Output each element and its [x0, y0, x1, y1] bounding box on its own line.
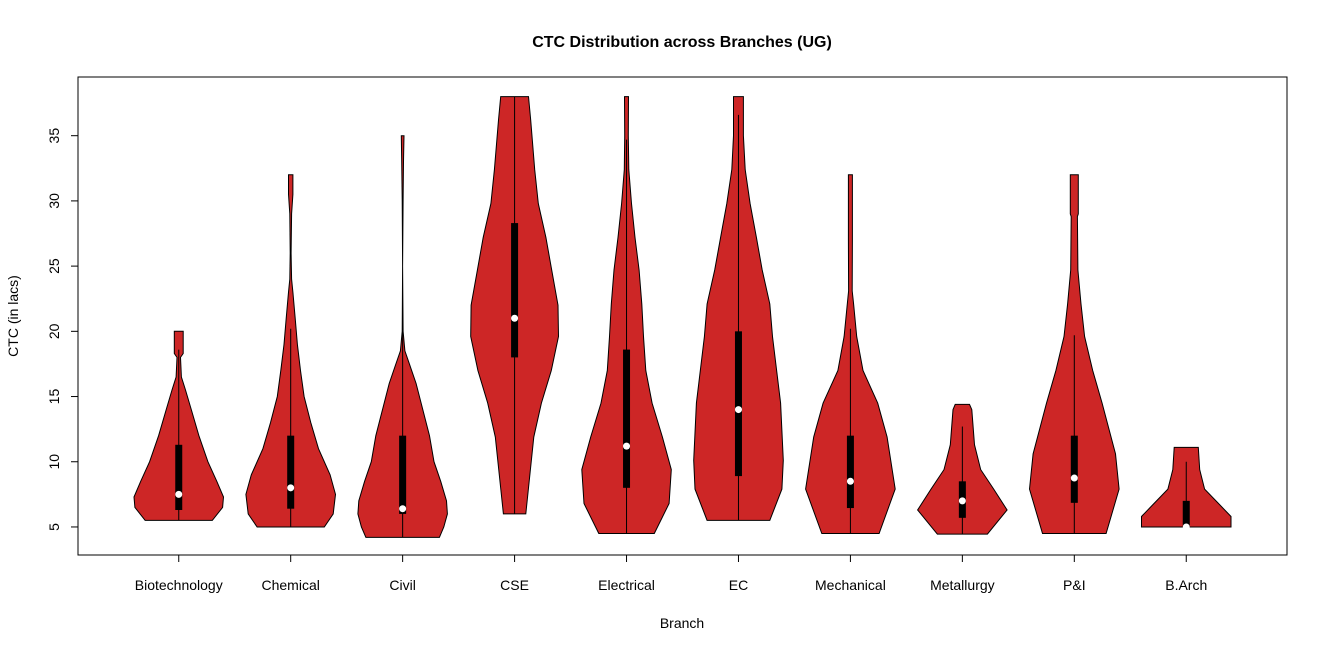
iqr-box: [734, 331, 742, 477]
x-tick-label: Electrical: [598, 577, 655, 593]
median-point: [846, 477, 854, 485]
chart-title: CTC Distribution across Branches (UG): [532, 34, 832, 51]
iqr-box: [623, 349, 631, 488]
x-tick-label: CSE: [500, 577, 529, 593]
median-point: [1070, 474, 1078, 482]
median-point: [958, 497, 966, 505]
median-point: [287, 484, 295, 492]
violin-ec: [693, 96, 784, 521]
x-tick-label: P&I: [1063, 577, 1086, 593]
y-tick-label: 30: [46, 193, 62, 209]
x-tick-label: Biotechnology: [135, 577, 223, 593]
violin-electrical: [581, 96, 672, 534]
x-tick-label: B.Arch: [1165, 577, 1207, 593]
y-tick-label: 5: [46, 523, 62, 531]
x-tick-label: Metallurgy: [930, 577, 995, 593]
y-tick-label: 25: [46, 258, 62, 274]
median-point: [511, 314, 519, 322]
violin-barch: [1141, 446, 1232, 531]
violin-civil: [357, 135, 448, 538]
y-tick-label: 10: [46, 454, 62, 470]
iqr-box: [287, 435, 295, 509]
x-tick-label: Mechanical: [815, 577, 886, 593]
x-tick-label: EC: [729, 577, 748, 593]
violin-cse: [470, 96, 560, 515]
x-tick-label: Chemical: [262, 577, 320, 593]
median-point: [399, 505, 407, 513]
iqr-box: [175, 444, 183, 511]
y-tick-label: 15: [46, 389, 62, 405]
median-point: [734, 406, 742, 414]
y-tick-label: 35: [46, 128, 62, 144]
x-axis-label: Branch: [660, 615, 704, 631]
iqr-box: [1182, 500, 1190, 527]
iqr-box: [1070, 435, 1078, 503]
median-point: [1182, 523, 1190, 531]
violins-group: [133, 96, 1232, 538]
median-point: [623, 442, 631, 450]
violin-biotechnology: [133, 330, 225, 521]
y-tick-label: 20: [46, 323, 62, 339]
violin-metallurgy: [916, 403, 1008, 535]
violin-mechanical: [805, 174, 896, 534]
x-tick-label: Civil: [389, 577, 415, 593]
median-point: [175, 490, 183, 498]
x-axis: Biotechnology Chemical Civil CSE Electrical E…: [135, 554, 1207, 593]
iqr-box: [846, 435, 854, 509]
y-axis-label: CTC (in lacs): [5, 275, 21, 357]
violin-pi: [1028, 174, 1120, 534]
iqr-box: [399, 435, 407, 514]
y-axis: 5 10 15 20 25 30 35: [46, 128, 79, 531]
violin-chemical: [245, 174, 337, 528]
iqr-box: [511, 223, 519, 358]
